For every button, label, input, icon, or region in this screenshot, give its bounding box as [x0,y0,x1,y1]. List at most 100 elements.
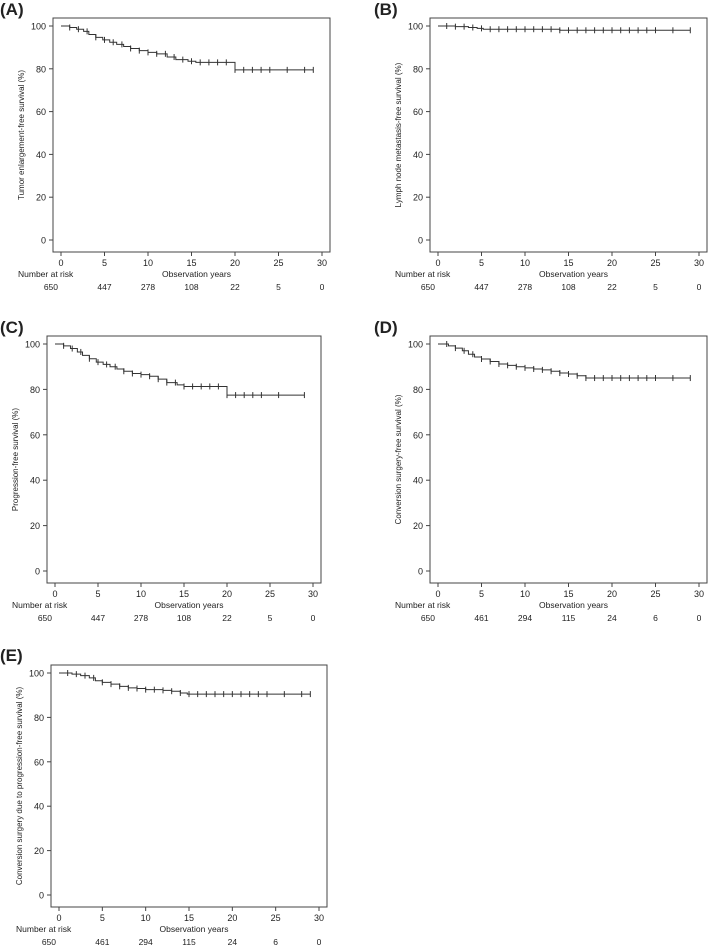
at-risk-count: 22 [230,282,240,292]
y-tick-label: 20 [30,521,40,531]
at-risk-count: 24 [607,613,617,623]
at-risk-count: 115 [182,937,196,947]
x-tick-label: 20 [222,589,232,599]
risk-table-label: Number at risk [395,269,451,279]
x-tick-label: 25 [273,258,283,268]
risk-table-label: Number at risk [395,600,451,610]
km-survival-curve [55,343,305,396]
y-tick-label: 100 [408,22,423,32]
at-risk-count: 24 [228,937,238,947]
x-tick-label: 15 [563,258,573,268]
x-tick-label: 0 [435,589,440,599]
at-risk-count: 650 [44,282,58,292]
km-survival-curve [59,672,311,695]
y-tick-label: 60 [413,430,423,440]
panel-d-letter: (D) [374,318,398,337]
km-chart-b: 0 20 40 60 80 100 0 5 10 15 20 25 30 Lymph node metas… [394,17,708,292]
at-risk-count: 650 [421,282,435,292]
x-tick-label: 30 [694,258,704,268]
at-risk-count: 278 [134,613,148,623]
plot-frame [429,17,708,253]
risk-table-label: Number at risk [16,924,72,934]
y-tick-label: 20 [34,846,44,856]
y-tick-label: 100 [25,340,40,350]
at-risk-count: 5 [268,613,273,623]
x-axis-label: Observation years [539,600,608,610]
x-tick-label: 0 [52,589,57,599]
y-tick-label: 80 [34,713,44,723]
x-tick-label: 5 [479,258,484,268]
x-axis-label: Observation years [162,269,231,279]
x-tick-label: 5 [100,913,105,923]
y-tick-label: 40 [34,802,44,812]
at-risk-count: 115 [562,613,576,623]
x-tick-label: 5 [95,589,100,599]
at-risk-count: 0 [697,613,702,623]
y-axis-label: Conversion surgery due to progression-fr… [15,687,24,886]
risk-table-label: Number at risk [18,269,74,279]
y-tick-label: 80 [413,385,423,395]
y-tick-label: 60 [36,107,46,117]
x-tick-label: 15 [563,589,573,599]
at-risk-count: 0 [320,282,325,292]
risk-table-label: Number at risk [12,600,68,610]
at-risk-count: 22 [222,613,232,623]
panel-c: (C) 0 20 40 60 80 100 0 5 10 15 20 25 30 Progression-… [0,318,340,623]
at-risk-count: 650 [38,613,52,623]
at-risk-count: 108 [184,282,198,292]
panel-b-letter: (B) [374,0,398,19]
y-axis-label: Conversion surgery-free survival (%) [394,394,403,524]
y-axis-label: Tumor enlargement-free survival (%) [17,70,26,200]
y-tick-label: 100 [31,22,46,32]
km-survival-curve [61,25,314,71]
at-risk-count: 447 [91,613,105,623]
x-tick-label: 25 [650,258,660,268]
plot-frame [52,17,331,253]
x-tick-label: 10 [520,258,530,268]
at-risk-count: 108 [177,613,191,623]
y-tick-label: 20 [413,193,423,203]
at-risk-count: 650 [421,613,435,623]
x-tick-label: 15 [184,913,194,923]
x-tick-label: 5 [479,589,484,599]
y-tick-label: 80 [413,64,423,74]
at-risk-count: 447 [97,282,111,292]
y-tick-label: 0 [418,236,423,246]
panel-c-letter: (C) [0,318,24,337]
at-risk-count: 461 [95,937,109,947]
at-risk-count: 5 [653,282,658,292]
panel-a-letter: (A) [0,0,24,19]
y-tick-label: 0 [41,236,46,246]
at-risk-count: 6 [653,613,658,623]
x-tick-label: 10 [143,258,153,268]
x-axis-label: Observation years [539,269,608,279]
plot-frame [46,335,322,584]
km-chart-c: 0 20 40 60 80 100 0 5 10 15 20 25 30 Progression-free… [11,335,322,623]
at-risk-count: 278 [141,282,155,292]
plot-frame [50,664,328,908]
at-risk-count: 0 [697,282,702,292]
panel-e-letter: (E) [0,646,23,665]
y-tick-label: 60 [30,430,40,440]
panel-d: (D) 0 20 40 60 80 100 0 5 10 15 20 25 30 Conversion s… [374,318,709,623]
x-tick-label: 0 [56,913,61,923]
y-axis-label: Lymph node metastasis-free survival (%) [394,62,403,207]
km-survival-curve [438,343,691,379]
at-risk-count: 650 [42,937,56,947]
x-tick-label: 30 [308,589,318,599]
panel-a: (A) 0 20 40 60 80 100 0 5 10 15 20 25 30 Tumor enlarg… [0,0,340,305]
at-risk-count: 294 [518,613,532,623]
at-risk-count: 5 [276,282,281,292]
x-axis-label: Observation years [160,924,229,934]
x-tick-label: 25 [265,589,275,599]
y-tick-label: 40 [413,476,423,486]
x-tick-label: 30 [314,913,324,923]
y-tick-label: 40 [413,150,423,160]
x-tick-label: 20 [230,258,240,268]
y-tick-label: 0 [35,567,40,577]
at-risk-count: 0 [317,937,322,947]
km-chart-a: 0 20 40 60 80 100 0 5 10 15 20 25 30 Tumor enlargemen… [17,17,331,292]
y-tick-label: 40 [36,150,46,160]
